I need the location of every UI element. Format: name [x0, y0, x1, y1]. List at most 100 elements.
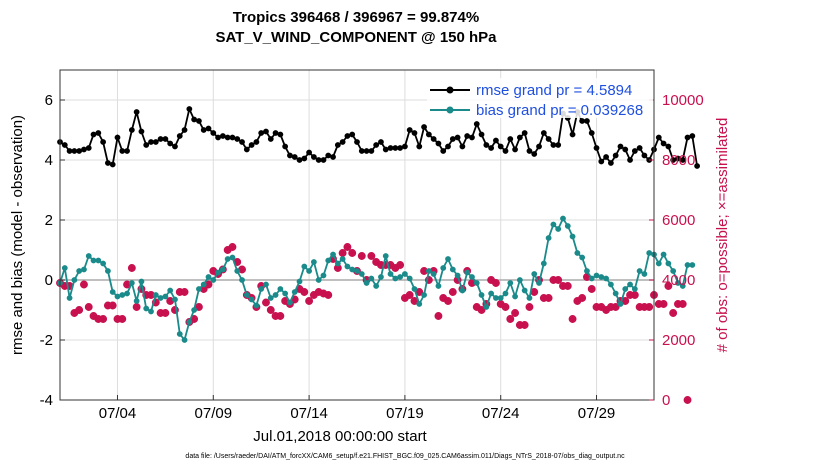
bias-point — [191, 307, 198, 313]
bias-point — [550, 221, 557, 228]
bias-point — [267, 295, 274, 301]
y-tick-label-right: 4000 — [662, 272, 695, 289]
bias-point — [502, 290, 509, 297]
rmse-point — [449, 136, 456, 142]
bias-point — [282, 290, 289, 297]
rmse-point — [416, 143, 423, 150]
assimilated-point — [281, 297, 289, 305]
rmse-point — [588, 130, 595, 136]
assimilated-point — [358, 252, 366, 260]
bias-point — [76, 268, 83, 274]
y-tick-label-left: 2 — [45, 212, 53, 229]
rmse-point — [454, 134, 461, 141]
assimilated-point — [133, 303, 141, 311]
assimilated-point — [516, 321, 524, 329]
chart-title-line2: SAT_V_WIND_COMPONENT @ 150 hPa — [215, 29, 497, 46]
assimilated-point — [525, 303, 534, 311]
assimilated-point — [128, 264, 136, 272]
rmse-point — [584, 118, 590, 124]
assimilated-point — [396, 261, 404, 269]
assimilated-point — [204, 280, 213, 289]
rmse-point — [282, 143, 289, 150]
bias-point — [569, 233, 576, 240]
rmse-point — [172, 143, 178, 150]
x-tick-label: 07/09 — [195, 405, 233, 422]
rmse-point — [631, 148, 638, 154]
bias-point — [574, 250, 581, 256]
assimilated-point — [669, 309, 677, 317]
assimilated-point — [195, 303, 203, 311]
rmse-point — [425, 131, 432, 138]
assimilated-point — [156, 309, 165, 317]
assimilated-point — [401, 294, 409, 302]
assimilated-point — [113, 315, 122, 323]
bias-point — [411, 286, 418, 292]
bias-point — [272, 292, 279, 298]
rmse-point — [622, 146, 629, 153]
rmse-point — [459, 143, 466, 150]
assimilated-point — [271, 312, 280, 320]
assimilated-point — [372, 258, 380, 266]
rmse-point — [224, 134, 231, 141]
rmse-point — [382, 146, 389, 153]
bias-point — [406, 275, 413, 282]
assimilated-point — [161, 309, 169, 317]
rmse-point — [550, 142, 557, 148]
legend-rmse-label: rmse grand pr = 4.5894 — [476, 82, 632, 99]
assimilated-point — [549, 276, 558, 284]
rmse-point — [315, 157, 322, 163]
assimilated-point — [434, 312, 443, 320]
bias-point — [622, 286, 629, 292]
rmse-point — [488, 145, 495, 151]
rmse-point — [330, 154, 336, 160]
assimilated-point — [276, 312, 284, 320]
rmse-point — [128, 127, 135, 133]
rmse-point — [521, 130, 528, 136]
rmse-point — [349, 131, 356, 138]
rmse-point — [277, 131, 284, 138]
assimilated-point — [310, 291, 318, 299]
bias-point — [397, 274, 404, 280]
bias-point — [320, 272, 327, 279]
rmse-point — [162, 136, 169, 142]
bias-point — [675, 280, 681, 286]
assimilated-point — [439, 294, 447, 302]
bias-point — [196, 286, 202, 292]
assimilated-point — [592, 303, 601, 311]
rmse-point — [267, 136, 274, 142]
bias-point — [641, 271, 648, 277]
rmse-point — [689, 133, 696, 139]
rmse-point — [196, 118, 202, 124]
rmse-point — [215, 134, 221, 141]
assimilated-point — [89, 312, 98, 320]
bias-point — [507, 280, 514, 286]
assimilated-point — [564, 282, 572, 290]
bias-point — [239, 277, 245, 283]
bias-point — [483, 304, 490, 310]
assimilated-point — [147, 291, 155, 299]
legend-box — [427, 78, 653, 118]
bias-point — [655, 260, 662, 267]
assimilated-point — [674, 300, 682, 308]
rmse-point — [287, 152, 293, 159]
rmse-point — [641, 152, 648, 159]
bias-point — [421, 292, 427, 298]
assimilated-point — [545, 294, 553, 302]
bias-point — [679, 283, 686, 289]
bias-point — [253, 302, 260, 309]
bias-point — [689, 262, 696, 268]
bias-point — [167, 287, 174, 294]
bias-point — [368, 275, 375, 282]
assimilated-point — [554, 276, 562, 284]
bias-point — [478, 292, 485, 298]
x-tick-label: 07/19 — [386, 405, 424, 422]
bias-point — [344, 263, 351, 270]
assimilated-point — [497, 300, 505, 308]
rmse-point — [430, 136, 437, 142]
rmse-point — [210, 130, 217, 136]
rmse-point — [334, 142, 341, 148]
bias-point — [176, 331, 183, 337]
bias-point — [473, 280, 480, 286]
y-tick-label-left: 4 — [45, 152, 53, 169]
assimilated-point — [348, 249, 356, 257]
